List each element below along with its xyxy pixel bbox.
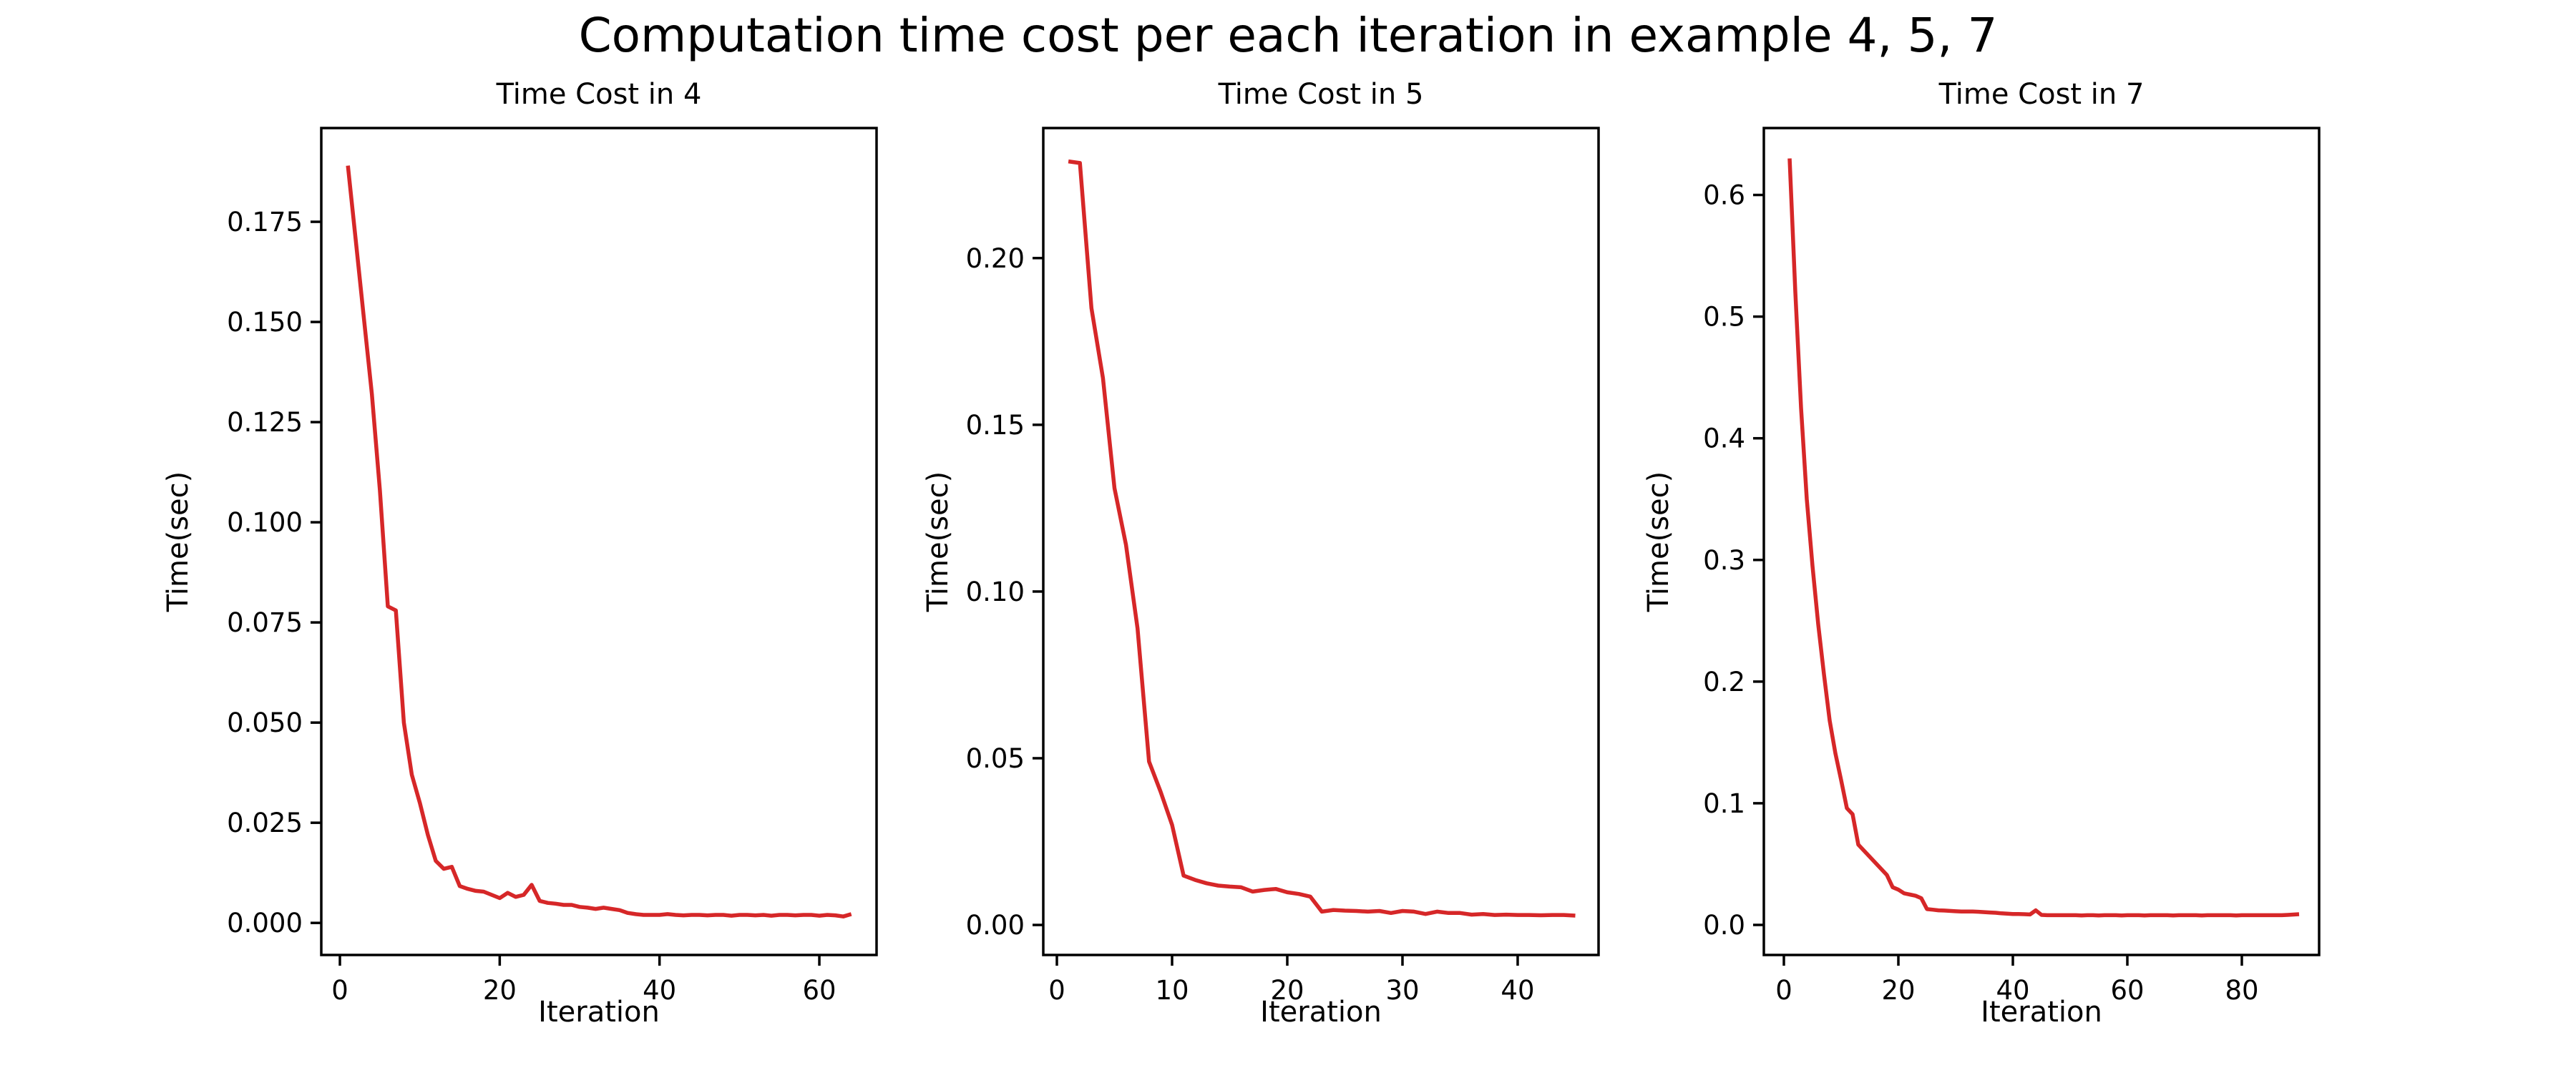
svg-text:0: 0 bbox=[1048, 975, 1065, 1006]
y-axis-label: Time(sec) bbox=[162, 471, 195, 612]
svg-text:60: 60 bbox=[802, 975, 836, 1006]
line-chart-example-5: 0 10 20 30 40 0.00 0.05 0.10 0.15 0.20 bbox=[966, 127, 1600, 1006]
svg-text:0: 0 bbox=[1775, 975, 1792, 1006]
svg-text:0.100: 0.100 bbox=[227, 507, 303, 538]
subplot-time-cost-5: 0 10 20 30 40 0.00 0.05 0.10 0.15 0.20 Time Cost … bbox=[857, 72, 1616, 1073]
svg-text:0.6: 0.6 bbox=[1703, 180, 1745, 211]
svg-text:0.3: 0.3 bbox=[1703, 545, 1745, 576]
svg-text:0.20: 0.20 bbox=[966, 243, 1025, 274]
x-axis-label: Iteration bbox=[538, 996, 660, 1029]
y-axis-label: Time(sec) bbox=[922, 471, 955, 612]
subplot-time-cost-4: 0 20 40 60 0.000 0.025 0.050 0.075 0.100 0.125 0.1… bbox=[135, 72, 894, 1073]
y-axis-label: Time(sec) bbox=[1642, 471, 1675, 612]
svg-text:0.5: 0.5 bbox=[1703, 302, 1745, 333]
svg-text:40: 40 bbox=[1996, 975, 2029, 1006]
svg-text:10: 10 bbox=[1155, 975, 1189, 1006]
svg-text:30: 30 bbox=[1385, 975, 1419, 1006]
x-axis-label: Iteration bbox=[1981, 996, 2102, 1029]
svg-text:80: 80 bbox=[2225, 975, 2258, 1006]
svg-text:0.00: 0.00 bbox=[966, 910, 1025, 941]
svg-text:0.025: 0.025 bbox=[227, 808, 303, 838]
svg-text:20: 20 bbox=[483, 975, 517, 1006]
svg-text:0.15: 0.15 bbox=[966, 410, 1025, 441]
svg-text:20: 20 bbox=[1881, 975, 1915, 1006]
svg-text:60: 60 bbox=[2110, 975, 2144, 1006]
line-chart-example-4: 0 20 40 60 0.000 0.025 0.050 0.075 0.100 0.125 0.1… bbox=[227, 127, 878, 1006]
svg-text:40: 40 bbox=[643, 975, 676, 1006]
svg-text:0.2: 0.2 bbox=[1703, 667, 1745, 697]
svg-text:40: 40 bbox=[1501, 975, 1534, 1006]
svg-text:20: 20 bbox=[1270, 975, 1304, 1006]
svg-text:0.000: 0.000 bbox=[227, 908, 303, 939]
svg-text:0.125: 0.125 bbox=[227, 407, 303, 438]
subplot-title: Time Cost in 7 bbox=[1938, 78, 2145, 111]
svg-text:0.0: 0.0 bbox=[1703, 910, 1745, 941]
figure-title: Computation time cost per each iteration… bbox=[578, 8, 1998, 63]
line-chart-example-7: 0 20 40 60 80 0.0 0.1 0.2 0.3 0.4 0.5 0.6 bbox=[1703, 127, 2321, 1006]
svg-text:0.05: 0.05 bbox=[966, 743, 1025, 774]
svg-text:0.175: 0.175 bbox=[227, 207, 303, 237]
svg-text:0.1: 0.1 bbox=[1703, 788, 1745, 819]
svg-text:0.4: 0.4 bbox=[1703, 423, 1745, 454]
svg-text:0: 0 bbox=[331, 975, 348, 1006]
x-axis-label: Iteration bbox=[1260, 996, 1382, 1029]
subplot-title: Time Cost in 4 bbox=[496, 78, 702, 111]
subplot-time-cost-7: 0 20 40 60 80 0.0 0.1 0.2 0.3 0.4 0.5 0.6 Time Cost… bbox=[1578, 72, 2336, 1073]
svg-text:0.150: 0.150 bbox=[227, 307, 303, 338]
svg-text:0.10: 0.10 bbox=[966, 577, 1025, 607]
svg-text:0.050: 0.050 bbox=[227, 707, 303, 738]
svg-text:0.075: 0.075 bbox=[227, 607, 303, 638]
subplot-title: Time Cost in 5 bbox=[1218, 78, 1424, 111]
